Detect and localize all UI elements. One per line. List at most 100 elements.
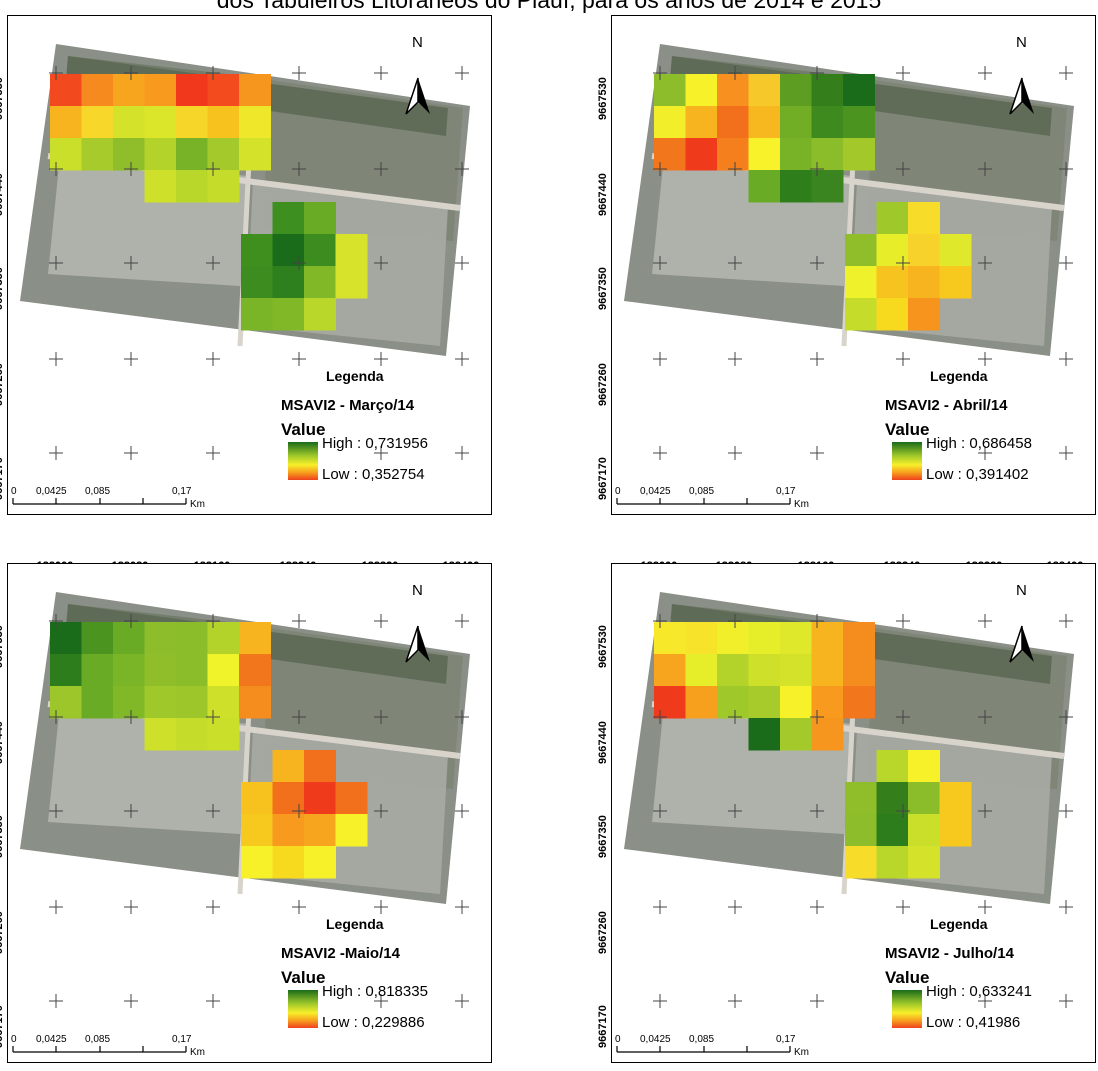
msavi-cell <box>241 814 273 847</box>
map-frame: N Legenda MSAVI2 - Março/14 Value High : 0,7… <box>7 15 492 515</box>
msavi-cell <box>717 622 749 655</box>
north-arrow-icon <box>405 625 430 663</box>
msavi-cell <box>176 106 208 139</box>
msavi-cell <box>908 814 940 847</box>
msavi-cell <box>780 170 812 203</box>
north-label: N <box>412 582 423 599</box>
msavi-cell <box>876 234 909 267</box>
msavi-cell <box>176 686 208 719</box>
msavi-cell <box>843 686 875 719</box>
msavi-cell <box>239 622 271 655</box>
msavi-cell <box>144 622 177 655</box>
msavi-cell <box>654 654 686 687</box>
msavi-cell <box>908 750 940 783</box>
msavi-cell <box>113 74 145 107</box>
msavi-cell <box>748 170 781 203</box>
msavi-cell <box>876 846 909 879</box>
msavi-cell <box>685 106 718 139</box>
msavi-cell <box>811 138 844 171</box>
msavi-cell <box>113 138 145 171</box>
north-arrow-icon <box>1009 625 1034 663</box>
legend-value-label: Value <box>281 968 326 987</box>
msavi-cell <box>239 106 271 139</box>
msavi-cell <box>748 718 781 751</box>
y-tick-label: 9667260 <box>0 363 5 406</box>
msavi-cell <box>780 686 812 719</box>
msavi-cell <box>207 74 240 107</box>
msavi-cell <box>144 106 177 139</box>
y-tick-label: 9667170 <box>0 457 5 500</box>
y-tick-label: 9667530 <box>0 77 5 120</box>
msavi-cell <box>239 138 271 171</box>
msavi-cell <box>241 846 273 879</box>
msavi-cell <box>144 170 177 203</box>
y-tick-label: 9667170 <box>0 1005 5 1048</box>
map-panel: 188000188080188160188240188320188400NLeg… <box>597 0 1096 515</box>
msavi-cell <box>843 106 875 139</box>
msavi-cell <box>654 74 686 107</box>
scale-label: 0,17 <box>172 486 192 497</box>
msavi-cell <box>272 202 305 235</box>
scale-label: 0 <box>615 486 621 497</box>
msavi-cell <box>241 266 273 299</box>
msavi-cell <box>654 106 686 139</box>
map-frame: N Legenda MSAVI2 - Abril/14 Value High : 0,6… <box>611 15 1096 515</box>
msavi-cell <box>207 622 240 655</box>
legend-value-label: Value <box>281 420 326 439</box>
msavi-cell <box>207 718 240 751</box>
msavi-cell <box>272 234 305 267</box>
msavi-cell <box>939 234 972 267</box>
msavi-cell <box>811 106 844 139</box>
scale-bar <box>12 1046 187 1053</box>
scale-label: 0,17 <box>776 486 796 497</box>
msavi-cell <box>845 814 877 847</box>
msavi-cell <box>81 138 114 171</box>
msavi-cell <box>176 718 208 751</box>
msavi-cell <box>81 106 114 139</box>
y-tick-label: 9667260 <box>597 911 609 954</box>
msavi-cell <box>685 686 718 719</box>
msavi-cell <box>811 170 844 203</box>
msavi-cell <box>876 202 909 235</box>
legend-high-label: High : 0,633241 <box>926 983 1032 1000</box>
msavi-cell <box>81 686 114 719</box>
msavi-cell <box>81 622 114 655</box>
msavi-cell <box>272 298 305 331</box>
y-tick-label: 9667530 <box>0 625 5 668</box>
msavi-cell <box>654 622 686 655</box>
y-tick-label: 9667530 <box>597 77 609 120</box>
msavi-cell <box>176 170 208 203</box>
msavi-cell <box>50 138 82 171</box>
scale-label: 0,085 <box>85 1034 111 1045</box>
msavi-cell <box>144 718 177 751</box>
msavi-cell <box>748 654 781 687</box>
msavi-cell <box>335 234 368 267</box>
msavi-cell <box>780 622 812 655</box>
msavi-cell <box>304 782 336 815</box>
msavi-cell <box>176 654 208 687</box>
y-tick-label: 9667440 <box>0 721 5 764</box>
msavi-cell <box>144 686 177 719</box>
msavi-cell <box>50 654 82 687</box>
y-tick-label: 9667440 <box>597 173 609 216</box>
msavi-cell <box>207 106 240 139</box>
msavi-cell <box>939 782 972 815</box>
msavi-cell <box>113 106 145 139</box>
y-tick-label: 9667260 <box>0 911 5 954</box>
msavi-cell <box>811 718 844 751</box>
scale-label: 0,0425 <box>36 1034 67 1045</box>
msavi-cell <box>176 138 208 171</box>
msavi-cell <box>81 654 114 687</box>
msavi-cell <box>876 750 909 783</box>
msavi-cell <box>843 138 875 171</box>
legend-high-label: High : 0,818335 <box>322 983 428 1000</box>
msavi-cell <box>876 782 909 815</box>
scale-label: 0,0425 <box>36 486 67 497</box>
msavi-cell <box>304 202 336 235</box>
msavi-cell <box>843 654 875 687</box>
msavi-cell <box>845 782 877 815</box>
map-panel: 188000188080188160188240188320188400NLeg… <box>597 548 1096 1063</box>
scale-bar <box>12 498 187 505</box>
north-label: N <box>1016 34 1027 51</box>
msavi-cell <box>654 138 686 171</box>
